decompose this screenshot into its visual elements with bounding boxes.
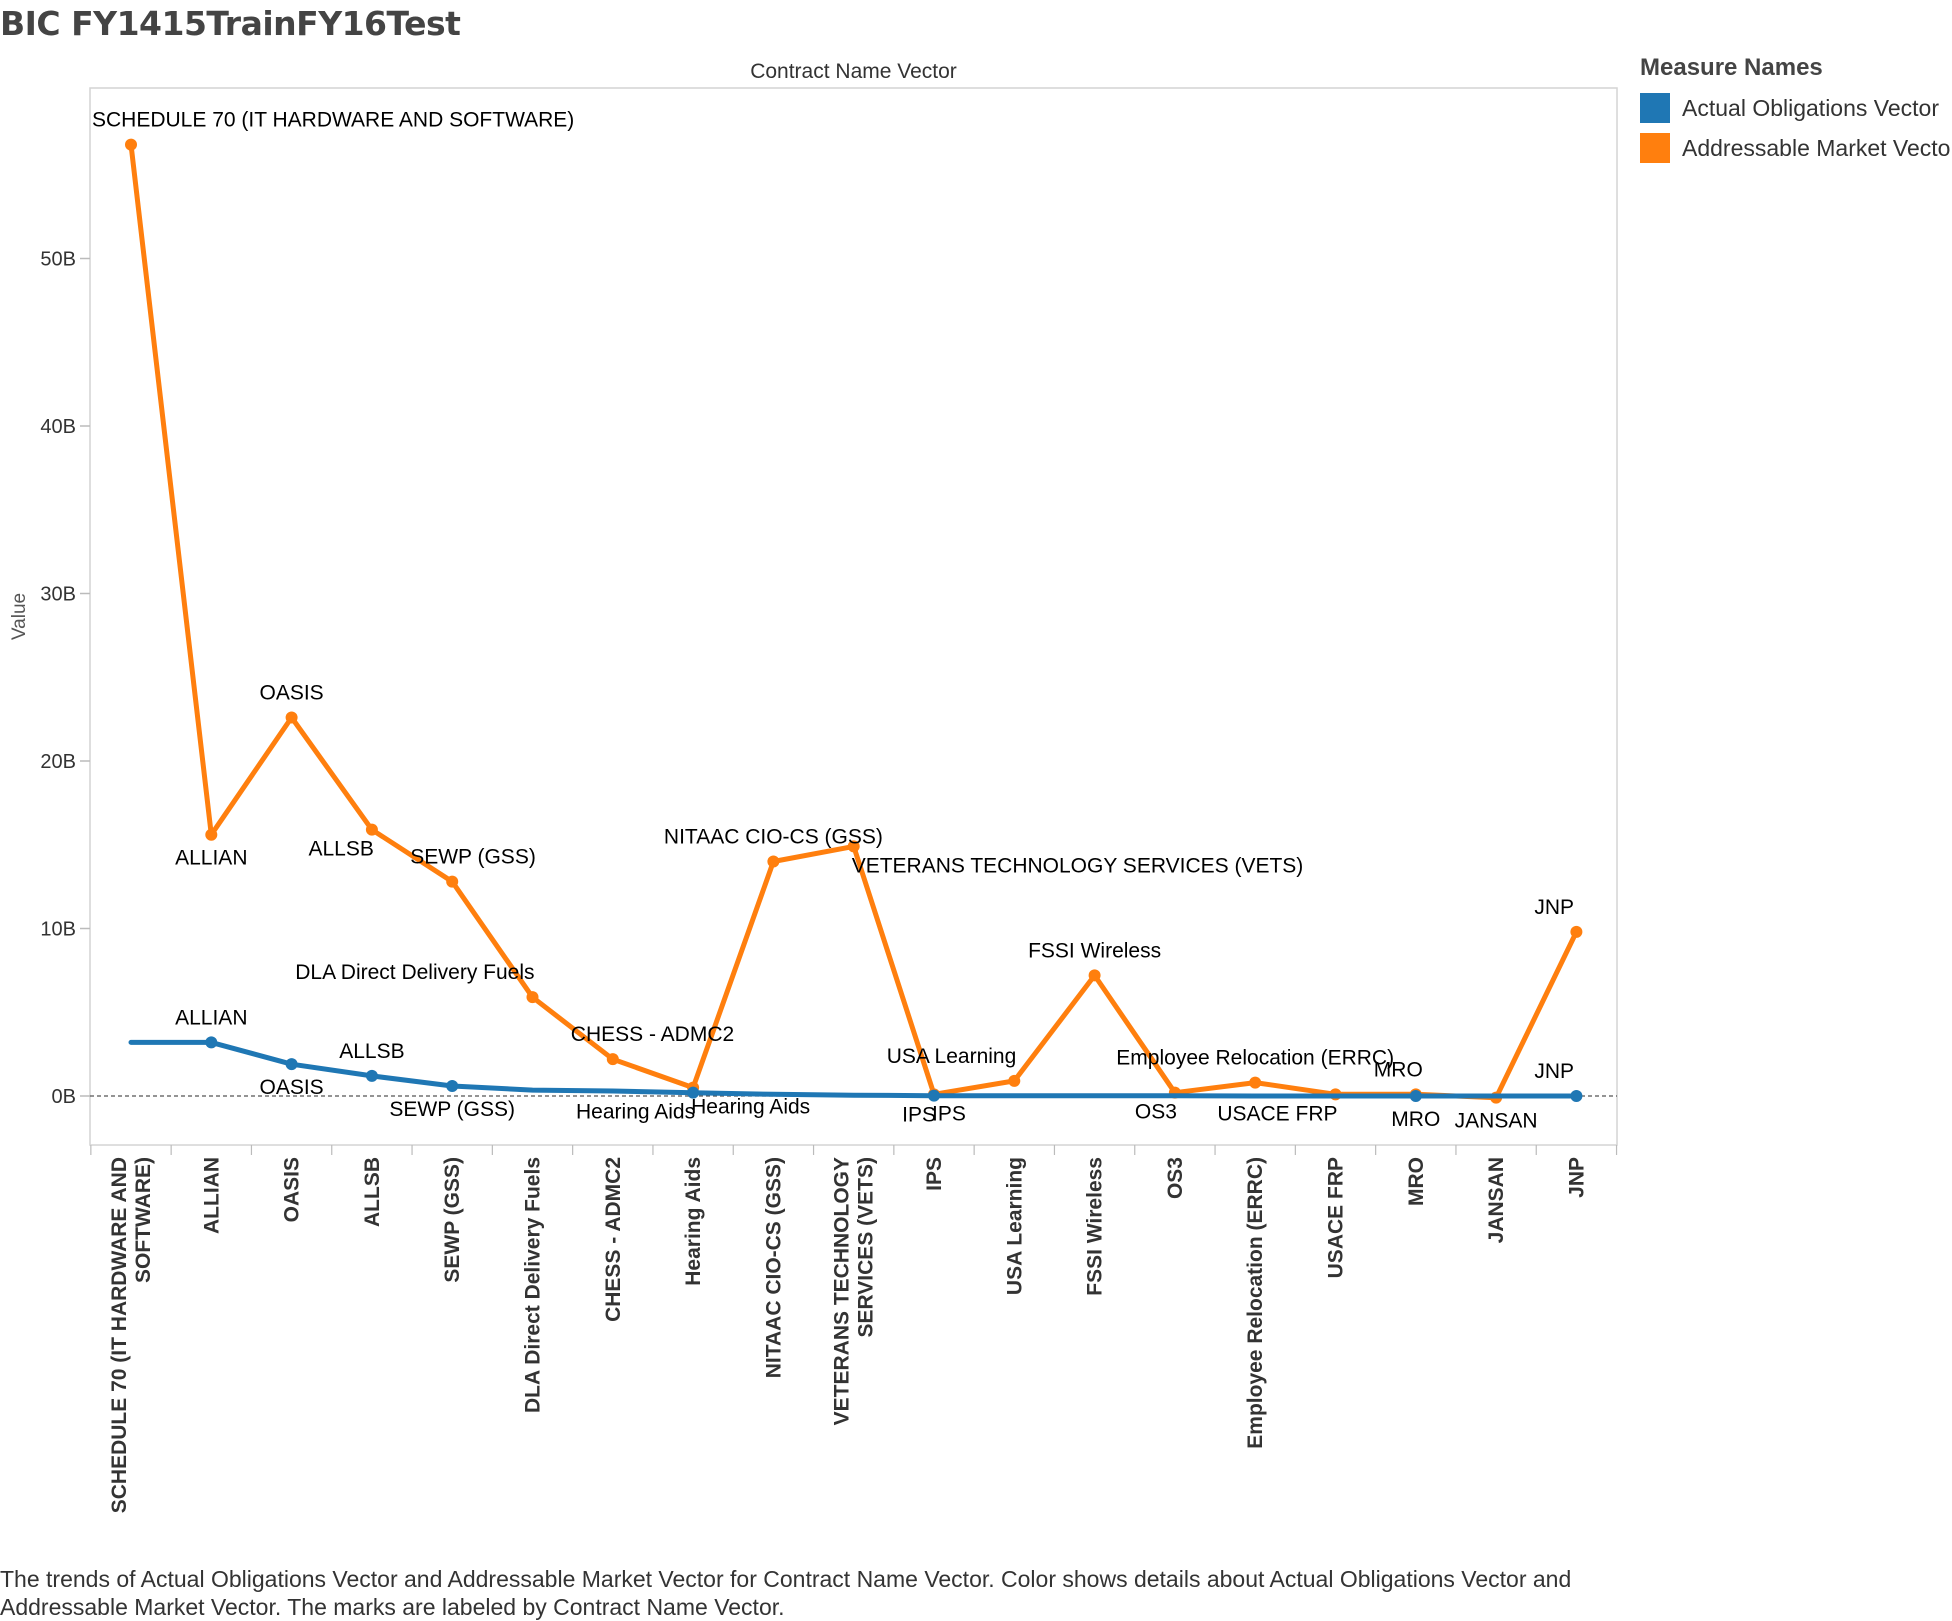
data-label-addressable-market: OS3	[1135, 1101, 1177, 1124]
data-point-addressable-market	[125, 138, 137, 151]
legend-title: Measure Names	[1640, 54, 1823, 81]
data-point-addressable-market	[1570, 925, 1583, 938]
data-label-addressable-market: Hearing Aids	[691, 1096, 810, 1119]
plot-frame	[89, 87, 1618, 1146]
data-label-addressable-market: NITAAC CIO-CS (GSS)	[664, 826, 883, 849]
data-label-actual-obligations: IPS	[902, 1104, 936, 1127]
data-label-addressable-market: USA Learning	[887, 1045, 1017, 1068]
x-tick-label: NITAAC CIO-CS (GSS)	[762, 1157, 785, 1378]
data-point-addressable-market	[285, 711, 298, 724]
x-tick-label: ALLIAN	[200, 1157, 223, 1234]
data-point-actual-obligations	[687, 1086, 700, 1099]
series-line-addressable-market	[128, 142, 1579, 1101]
data-point-addressable-market	[847, 840, 860, 853]
x-tick-label: SERVICES (VETS)	[855, 1157, 878, 1338]
data-label-addressable-market: SCHEDULE 70 (IT HARDWARE AND SOFTWARE)	[92, 109, 574, 132]
y-tick-label: 20B	[40, 751, 76, 773]
x-tick-label: MRO	[1405, 1157, 1428, 1206]
data-label-addressable-market: USACE FRP	[1217, 1102, 1337, 1125]
y-tick-label: 40B	[40, 416, 76, 438]
x-axis-title: Contract Name Vector	[750, 60, 957, 83]
x-tick-label: ALLSB	[361, 1157, 384, 1227]
data-label-actual-obligations: MRO	[1391, 1108, 1440, 1131]
data-label-addressable-market: FSSI Wireless	[1028, 939, 1161, 962]
data-point-addressable-market	[205, 828, 218, 841]
legend-swatch	[1640, 93, 1670, 123]
x-tick-label: SEWP (GSS)	[441, 1157, 464, 1283]
data-point-actual-obligations	[205, 1036, 218, 1049]
data-point-actual-obligations	[928, 1089, 940, 1102]
y-tick-label: 10B	[40, 919, 76, 941]
y-tick-label: 0B	[52, 1086, 76, 1108]
data-label-addressable-market: MRO	[1374, 1058, 1423, 1081]
data-label-actual-obligations: ALLSB	[339, 1040, 404, 1063]
data-label-addressable-market: Employee Relocation (ERRC)	[1116, 1047, 1394, 1070]
data-point-addressable-market	[526, 991, 539, 1004]
x-tick-label: CHESS - ADMC2	[602, 1157, 625, 1322]
x-tick-label: USACE FRP	[1325, 1157, 1348, 1278]
data-point-actual-obligations	[446, 1079, 459, 1092]
data-point-addressable-market	[365, 823, 378, 836]
data-point-addressable-market	[446, 875, 459, 888]
x-tick-label: OS3	[1164, 1157, 1187, 1199]
x-tick-label: SCHEDULE 70 (IT HARDWARE AND	[108, 1157, 131, 1513]
x-tick-label: FSSI Wireless	[1084, 1157, 1107, 1296]
data-point-addressable-market	[1008, 1074, 1021, 1087]
data-label-addressable-market: VETERANS TECHNOLOGY SERVICES (VETS)	[852, 854, 1304, 877]
data-label-addressable-market: OASIS	[259, 681, 323, 704]
data-label-actual-obligations: JNP	[1534, 1060, 1574, 1083]
x-tick-label: OASIS	[281, 1157, 304, 1222]
data-label-actual-obligations: SEWP (GSS)	[389, 1098, 515, 1121]
x-tick-label: VETERANS TECHNOLOGY	[831, 1157, 854, 1425]
x-tick-label: DLA Direct Delivery Fuels	[522, 1157, 545, 1413]
data-label-addressable-market: DLA Direct Delivery Fuels	[295, 961, 534, 984]
data-point-addressable-market	[1249, 1076, 1262, 1089]
data-label-actual-obligations: OASIS	[259, 1076, 323, 1099]
line-chart: Contract Name Vector Value 0B 10B 20B 30B 40B 5…	[9, 60, 1618, 1513]
chart-title: BIC FY1415TrainFY16Test	[0, 4, 461, 43]
data-point-actual-obligations	[365, 1069, 378, 1082]
caption: The trends of Actual Obligations Vector …	[0, 1566, 1572, 1620]
legend-item-addressable-market[interactable]: Addressable Market Vector	[1640, 128, 1952, 168]
data-point-addressable-market	[767, 855, 780, 868]
x-tick-label: IPS	[923, 1157, 946, 1191]
data-point-addressable-market	[1088, 969, 1101, 982]
data-label-actual-obligations: Hearing Aids	[576, 1101, 695, 1124]
data-label-addressable-market: JANSAN	[1455, 1110, 1538, 1133]
data-point-addressable-market	[606, 1053, 619, 1066]
data-label-addressable-market: IPS	[932, 1102, 966, 1125]
legend-swatch	[1640, 133, 1670, 163]
y-tick-label: 30B	[40, 584, 76, 606]
x-tick-label: Employee Relocation (ERRC)	[1244, 1157, 1267, 1449]
data-label-addressable-market: CHESS - ADMC2	[571, 1023, 734, 1046]
x-tick-label: USA Learning	[1003, 1157, 1026, 1295]
data-label-addressable-market: SEWP (GSS)	[410, 846, 536, 869]
legend-label: Actual Obligations Vector	[1682, 94, 1939, 121]
data-point-actual-obligations	[1570, 1090, 1583, 1102]
x-tick-label: Hearing Aids	[682, 1157, 705, 1286]
y-axis-title: Value	[9, 593, 30, 640]
y-tick-label: 50B	[40, 249, 76, 271]
data-label-addressable-market: JNP	[1534, 896, 1574, 919]
x-tick-label: JNP	[1565, 1157, 1588, 1198]
x-tick-label: JANSAN	[1485, 1157, 1508, 1243]
data-point-actual-obligations	[285, 1058, 298, 1071]
data-label-actual-obligations: ALLIAN	[175, 1006, 247, 1029]
data-point-actual-obligations	[1409, 1090, 1422, 1102]
legend: Measure Names Actual Obligations Vector …	[1640, 54, 1952, 168]
data-label-addressable-market: ALLSB	[309, 838, 374, 861]
x-tick-label: SOFTWARE)	[132, 1157, 155, 1283]
legend-item-actual-obligations[interactable]: Actual Obligations Vector	[1640, 88, 1952, 128]
data-label-addressable-market: ALLIAN	[175, 847, 247, 870]
legend-label: Addressable Market Vector	[1682, 134, 1952, 161]
